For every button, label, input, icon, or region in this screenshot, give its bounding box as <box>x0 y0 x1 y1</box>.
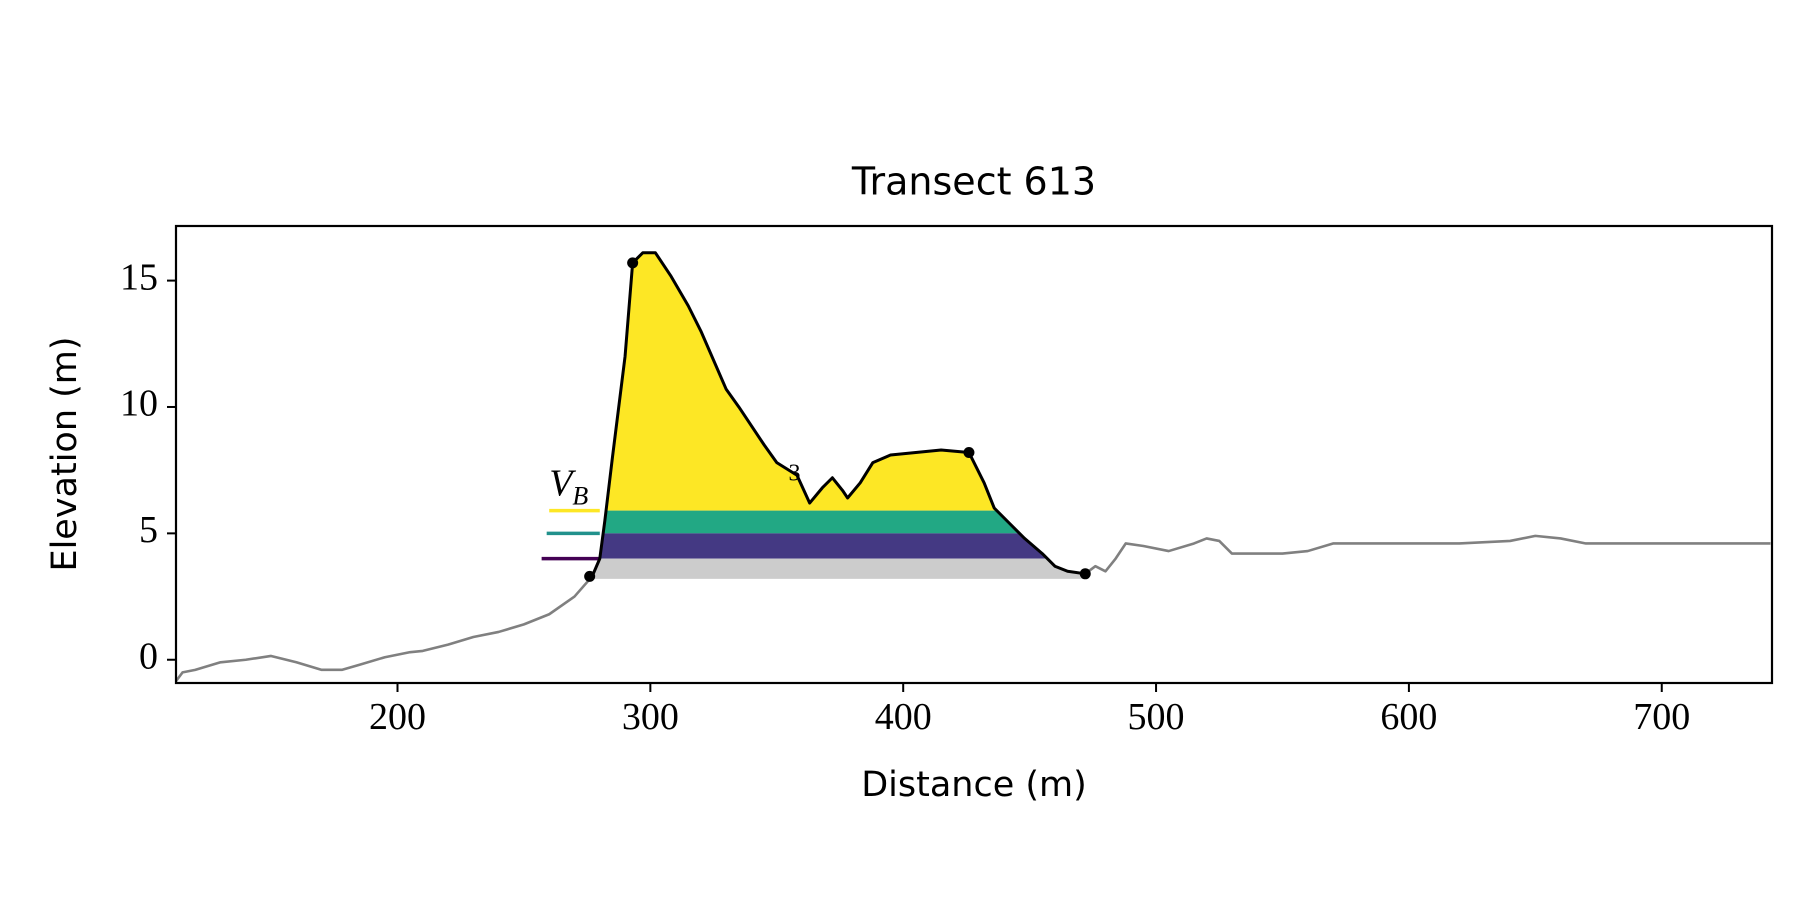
base-band <box>592 558 1086 579</box>
x-tick-label: 400 <box>875 696 932 738</box>
x-tick-label: 700 <box>1633 696 1690 738</box>
axes-frame <box>174 224 1774 685</box>
y-tick-label: 0 <box>139 635 158 677</box>
x-tick-label: 500 <box>1128 696 1185 738</box>
level-band <box>592 510 1086 534</box>
annotation-sub: B <box>572 481 588 510</box>
plot-area: VB 3 <box>176 251 1771 683</box>
x-tick-label: 300 <box>622 696 679 738</box>
profile-line <box>176 534 1771 683</box>
marker <box>584 570 596 582</box>
profile-line <box>590 251 1086 577</box>
plot-clip <box>176 251 1771 683</box>
annotation: 3 <box>788 460 800 486</box>
y-tick-label: 5 <box>139 509 158 551</box>
annotation-main: V <box>549 462 576 504</box>
x-axis-label: Distance (m) <box>861 765 1087 805</box>
marker <box>1079 568 1091 580</box>
y-tick-label: 10 <box>120 383 158 425</box>
level-band <box>592 533 1086 559</box>
annotation: VB <box>549 462 588 510</box>
x-tick-label: 200 <box>369 696 426 738</box>
y-tick-label: 15 <box>120 256 158 298</box>
marker <box>963 446 975 458</box>
x-tick-label: 600 <box>1380 696 1437 738</box>
chart-title: Transect 613 <box>851 160 1096 204</box>
marker <box>627 257 639 269</box>
y-axis-label: Elevation (m) <box>45 336 85 571</box>
